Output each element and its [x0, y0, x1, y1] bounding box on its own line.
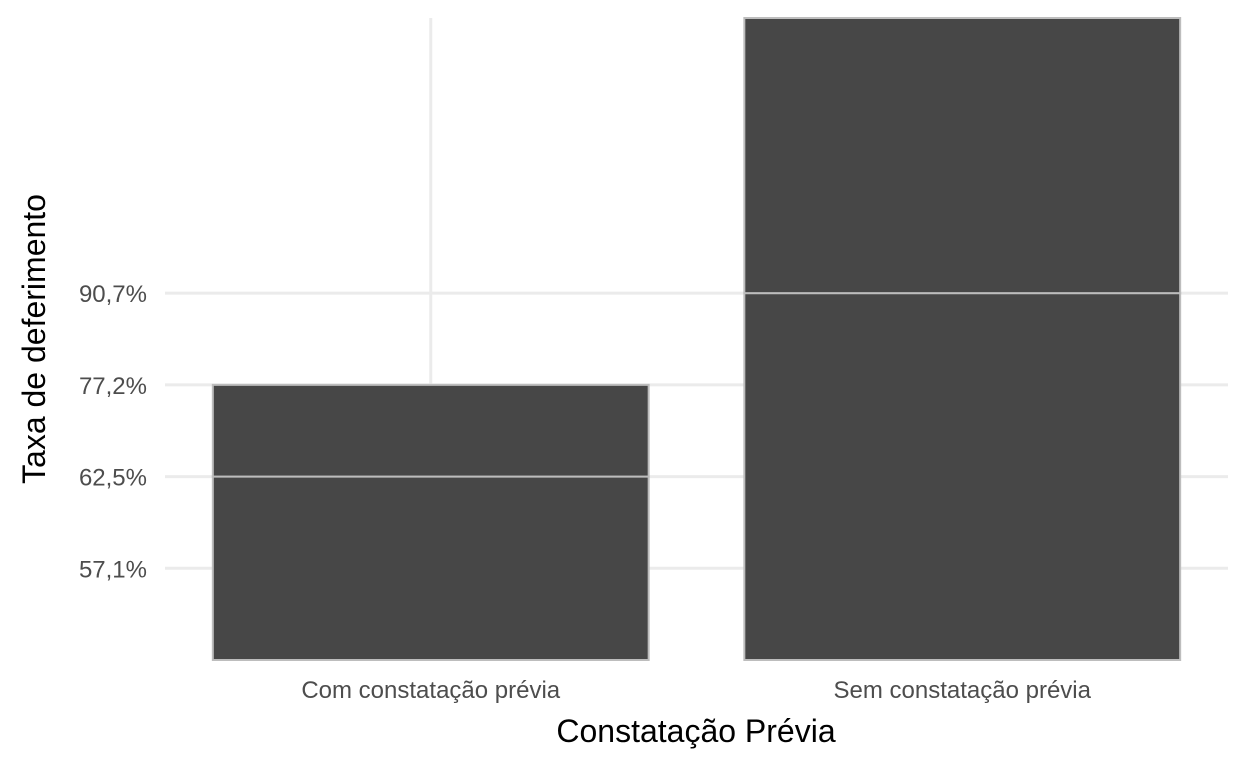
x-tick-labels: Com constatação prévia Sem constatação pr…	[301, 677, 1091, 704]
bar-segment	[743, 17, 1182, 295]
y-tick-label: 57,1%	[79, 556, 147, 583]
bar-segment	[743, 292, 1182, 661]
y-tick-label: 62,5%	[79, 465, 147, 492]
y-axis-title: Taxa de deferimento	[16, 194, 52, 484]
y-tick-label: 90,7%	[79, 281, 147, 308]
bar-segment	[211, 383, 650, 478]
x-tick-label: Sem constatação prévia	[834, 677, 1092, 704]
y-tick-labels: 57,1% 62,5% 77,2% 90,7%	[79, 281, 147, 583]
x-axis-title: Constatação Prévia	[556, 713, 835, 749]
bar-segment	[211, 475, 650, 662]
x-tick-label: Com constatação prévia	[301, 677, 560, 704]
y-tick-label: 77,2%	[79, 373, 147, 400]
bar-layer	[211, 17, 1182, 662]
